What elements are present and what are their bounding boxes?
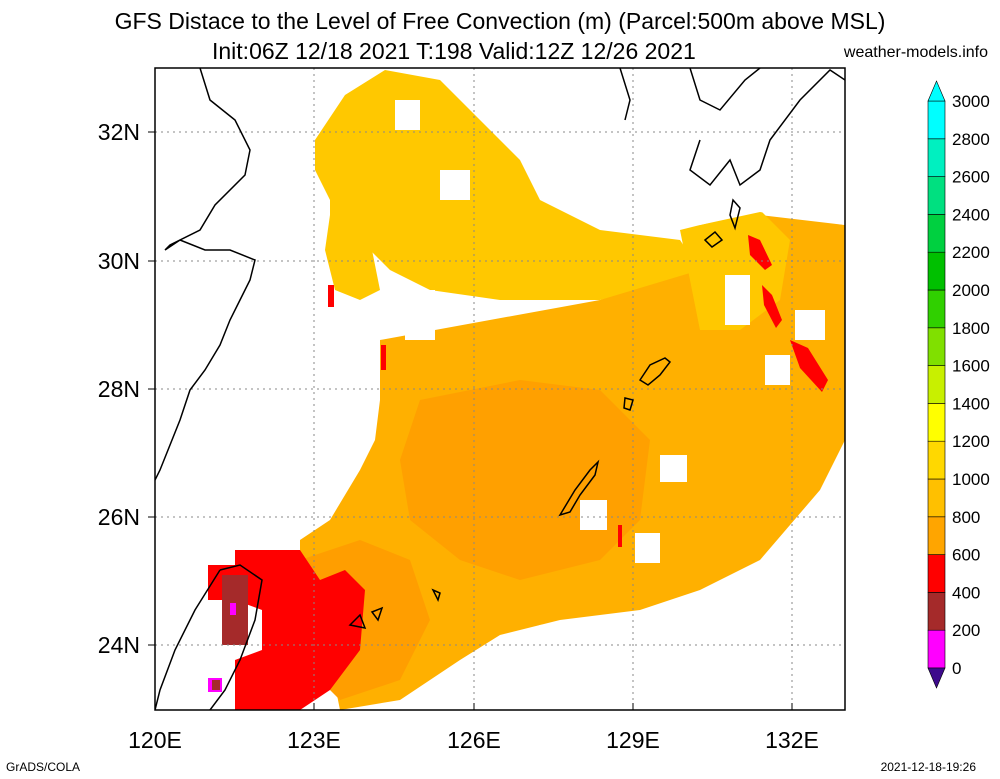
colorbar-swatch-600 — [927, 554, 946, 593]
lon-tick-129: 129E — [606, 727, 660, 753]
gap-southwest — [155, 68, 355, 550]
colorbar-label-1400: 1400 — [952, 394, 990, 413]
field-red-streak-1 — [748, 235, 772, 270]
field-gold-east — [680, 210, 790, 330]
colorbar-swatch-1200 — [927, 440, 946, 480]
field-red-taiwan — [235, 550, 365, 710]
colorbar-max-arrow — [927, 80, 946, 102]
colorbar-label-2600: 2600 — [952, 168, 990, 187]
island-small-2 — [729, 198, 741, 231]
field-red-streak-4 — [328, 285, 334, 307]
field-red-streak-6 — [618, 525, 622, 547]
gap-southeast — [400, 520, 845, 710]
footer-software: GrADS/COLA — [6, 760, 81, 774]
field-north-gold-2 — [325, 215, 380, 300]
colorbar-label-600: 600 — [952, 546, 980, 565]
lon-axis: 120E 123E 126E 129E 132E — [128, 703, 819, 753]
gap-5 — [765, 355, 790, 385]
chart-subtitle: Init:06Z 12/18 2021 T:198 Valid:12Z 12/2… — [212, 38, 696, 64]
gap-6 — [795, 310, 825, 340]
colorbar-swatch-2400 — [927, 214, 946, 253]
island-small-3 — [623, 397, 634, 411]
lfc-field — [155, 68, 845, 710]
lat-tick-28: 28N — [98, 376, 140, 402]
gap-4 — [725, 275, 750, 325]
lon-tick-126: 126E — [447, 727, 501, 753]
colorbar-min-arrow — [927, 667, 946, 689]
field-red-streak-3 — [790, 340, 828, 392]
lat-tick-32: 32N — [98, 119, 140, 145]
island-small-4 — [431, 588, 441, 603]
lon-tick-132: 132E — [765, 727, 819, 753]
colorbar-swatch-2800 — [927, 138, 946, 177]
gap-8 — [440, 170, 470, 200]
field-magenta-dot — [230, 603, 236, 615]
gap-7 — [405, 290, 435, 340]
lon-tick-123: 123E — [287, 727, 341, 753]
field-red-streak-2 — [762, 285, 782, 328]
colorbar-label-2000: 2000 — [952, 281, 990, 300]
grid-lines — [155, 68, 845, 710]
colorbar-swatch-800 — [927, 516, 946, 555]
colorbar-swatch-1800 — [927, 327, 946, 366]
field-red-streak-5 — [381, 345, 386, 370]
colorbar-label-2200: 2200 — [952, 243, 990, 262]
lat-tick-30: 30N — [98, 248, 140, 274]
lat-tick-26: 26N — [98, 504, 140, 530]
colorbar-swatch-2000 — [927, 289, 946, 329]
gap-northeast — [560, 68, 845, 228]
colorbar-swatch-200 — [927, 629, 946, 669]
island-yaeyama — [348, 606, 384, 630]
colorbar-swatch-2600 — [927, 176, 946, 215]
colorbar-label-1000: 1000 — [952, 470, 990, 489]
colorbar-swatch-1600 — [927, 365, 946, 404]
colorbar: 0 200 400 600 800 1000 1200 1400 1600 1800 2000 220… — [927, 80, 990, 689]
coast-taiwan — [155, 564, 263, 710]
colorbar-swatch-3000 — [927, 100, 946, 140]
footer-timestamp: 2021-12-18-19:26 — [880, 760, 976, 774]
colorbar-label-1600: 1600 — [952, 357, 990, 376]
chart-title: GFS Distace to the Level of Free Convect… — [114, 8, 886, 34]
colorbar-swatch-400 — [927, 592, 946, 631]
island-ryukyu-1 — [638, 357, 672, 386]
gap-1 — [660, 455, 687, 482]
colorbar-label-0: 0 — [952, 659, 961, 678]
colorbar-swatch-2200 — [927, 251, 946, 291]
colorbar-label-400: 400 — [952, 583, 980, 602]
colorbar-label-200: 200 — [952, 621, 980, 640]
colorbar-label-3000: 3000 — [952, 92, 990, 111]
lat-tick-24: 24N — [98, 632, 140, 658]
gap-3 — [635, 533, 660, 563]
colorbar-swatch-1000 — [927, 478, 946, 518]
colorbar-label-2800: 2800 — [952, 130, 990, 149]
lat-axis: 32N 30N 28N 26N 24N — [98, 119, 155, 658]
colorbar-label-1200: 1200 — [952, 432, 990, 451]
colorbar-swatch-1400 — [927, 403, 946, 442]
coastlines — [155, 68, 845, 710]
field-brown-dot — [212, 680, 220, 690]
gap-9 — [395, 100, 420, 130]
coast-china — [155, 68, 256, 481]
gap-2 — [580, 500, 607, 530]
island-ryukyu-2 — [558, 459, 600, 517]
colorbar-label-1800: 1800 — [952, 319, 990, 338]
site-credit: weather-models.info — [843, 44, 988, 61]
lon-tick-120: 120E — [128, 727, 182, 753]
island-small-1 — [703, 230, 724, 248]
colorbar-label-800: 800 — [952, 508, 980, 527]
coast-korea — [619, 68, 631, 121]
coast-kyushu — [689, 68, 845, 187]
colorbar-label-2400: 2400 — [952, 205, 990, 224]
